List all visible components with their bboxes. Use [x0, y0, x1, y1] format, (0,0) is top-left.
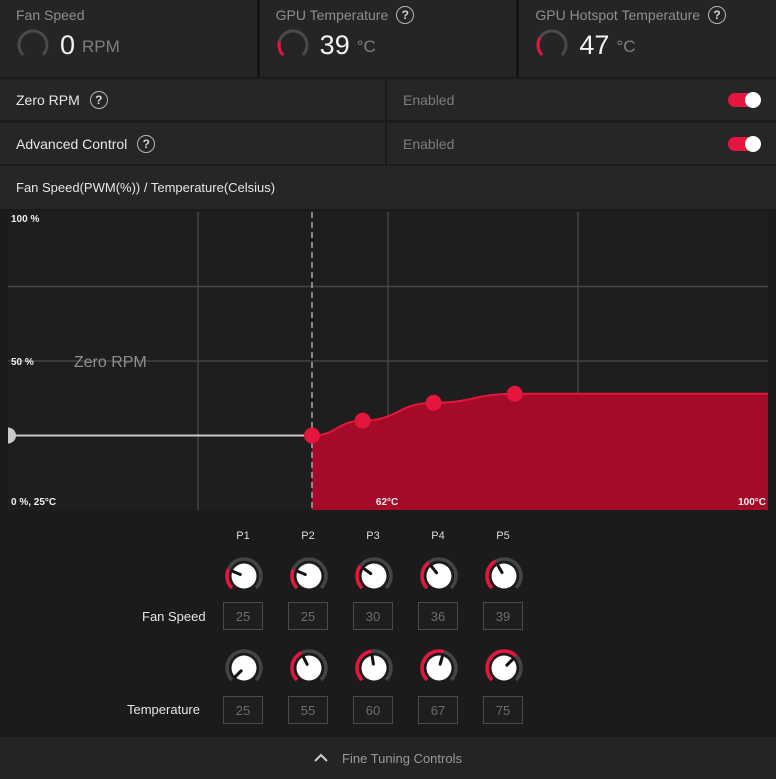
fan-speed-input-p1[interactable]: 25 — [223, 602, 263, 630]
curve-point-p4 — [425, 394, 442, 411]
advanced-control-state: Enabled — [403, 135, 455, 152]
fine-tuning-toggle[interactable]: Fine Tuning Controls — [0, 737, 776, 779]
fan-curve-line — [311, 392, 768, 437]
temperature-input-p2[interactable]: 55 — [288, 696, 328, 724]
gpu-hotspot-temperature-tile: GPU Hotspot Temperature? 47 °C — [519, 0, 776, 77]
y-tick-label: 50 % — [11, 357, 34, 368]
fan-speed-input-p3[interactable]: 30 — [353, 602, 393, 630]
zero-rpm-state: Enabled — [403, 91, 455, 108]
stat-unit: °C — [616, 37, 636, 56]
curve-start-handle — [8, 427, 16, 444]
gpu-temperature-gauge-icon — [277, 29, 309, 56]
fan-speed-tile: Fan Speed 0 RPM — [0, 0, 257, 77]
curve-point-p5 — [506, 385, 523, 402]
stats-bar: Fan Speed 0 RPM GPU Temperature? 39 °C G… — [0, 0, 776, 77]
help-icon[interactable]: ? — [137, 134, 156, 153]
temperature-row-label: Temperature — [127, 702, 200, 717]
advanced-control-label: Advanced Control — [16, 135, 128, 152]
x-tick-label: 100°C — [738, 497, 766, 508]
fan-speed-knob-p3[interactable] — [354, 556, 394, 596]
fan-speed-row-label: Fan Speed — [142, 609, 206, 624]
y-tick-label: 100 % — [11, 214, 39, 225]
zero-rpm-toggle[interactable] — [728, 91, 761, 108]
temperature-input-p3[interactable]: 60 — [353, 696, 393, 724]
stat-unit: RPM — [82, 37, 120, 56]
temperature-knob-p3[interactable] — [354, 648, 394, 688]
fan-speed-knob-p1[interactable] — [224, 556, 264, 596]
fan-speed-knob-p2[interactable] — [289, 556, 329, 596]
stat-value: 47 — [579, 29, 610, 60]
y-tick-label: 0 %, 25°C — [11, 497, 56, 508]
fan-curve-chart[interactable]: Zero RPM 100 % 50 % 0 %, 25°C 62°C 100°C — [8, 212, 768, 510]
gpu-temperature-tile: GPU Temperature? 39 °C — [259, 0, 517, 77]
gauge-track — [536, 29, 568, 56]
help-icon[interactable]: ? — [396, 6, 415, 24]
fine-tuning-label: Fine Tuning Controls — [342, 750, 462, 766]
point-label-p1: P1 — [236, 530, 250, 542]
fan-speed-gauge-icon — [17, 29, 49, 56]
temperature-knob-p4[interactable] — [419, 648, 459, 688]
zero-rpm-row: Zero RPM? Enabled — [0, 79, 776, 120]
zero-rpm-label: Zero RPM — [16, 91, 80, 108]
fan-speed-knob-p5[interactable] — [484, 556, 524, 596]
temperature-input-p4[interactable]: 67 — [418, 696, 458, 724]
point-label-p3: P3 — [366, 530, 380, 542]
curve-point-p3 — [354, 412, 371, 429]
fan-speed-input-p5[interactable]: 39 — [483, 602, 523, 630]
point-label-p5: P5 — [496, 530, 510, 542]
gauge-track — [17, 29, 49, 56]
temperature-knob-p5[interactable] — [484, 648, 524, 688]
gauge-level — [536, 37, 544, 56]
stat-unit: °C — [356, 37, 376, 56]
point-label-p2: P2 — [301, 530, 315, 542]
help-icon[interactable]: ? — [708, 6, 727, 24]
chart-header-label: Fan Speed(PWM(%)) / Temperature(Celsius) — [16, 180, 276, 195]
temperature-knob-p1[interactable] — [224, 648, 264, 688]
fan-curve-area — [312, 393, 768, 510]
fan-speed-knob-p4[interactable] — [419, 556, 459, 596]
fan-speed-input-p4[interactable]: 36 — [418, 602, 458, 630]
gauge-track — [277, 29, 309, 56]
temperature-input-p1[interactable]: 25 — [223, 696, 263, 724]
gpu-hotspot-gauge-icon — [536, 29, 568, 56]
stat-value: 39 — [319, 29, 350, 60]
stat-title: GPU Hotspot Temperature — [535, 7, 701, 23]
advanced-control-row: Advanced Control? Enabled — [0, 123, 776, 164]
stat-title: GPU Temperature — [275, 7, 389, 23]
fan-speed-input-p2[interactable]: 25 — [288, 602, 328, 630]
point-label-p4: P4 — [431, 530, 445, 542]
stat-title: Fan Speed — [16, 7, 85, 23]
chart-header: Fan Speed(PWM(%)) / Temperature(Celsius) — [0, 166, 776, 209]
temperature-input-p5[interactable]: 75 — [483, 696, 523, 724]
temperature-knob-p2[interactable] — [289, 648, 329, 688]
help-icon[interactable]: ? — [89, 90, 108, 109]
curve-point-p2 — [304, 427, 320, 444]
advanced-control-toggle[interactable] — [728, 135, 761, 152]
gauge-level — [277, 41, 284, 56]
zero-rpm-region-label: Zero RPM — [74, 354, 147, 371]
stat-value: 0 — [60, 29, 76, 60]
chevron-up-icon — [314, 753, 328, 762]
x-tick-label: 62°C — [376, 497, 398, 508]
